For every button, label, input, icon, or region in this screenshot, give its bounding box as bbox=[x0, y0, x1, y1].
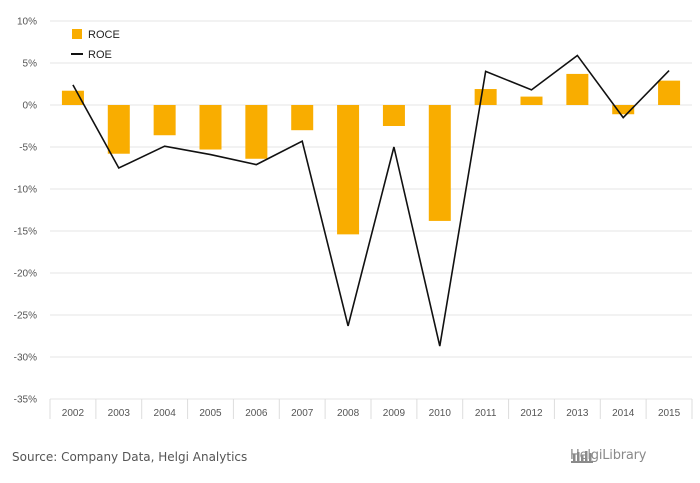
roce-bar bbox=[382, 105, 405, 126]
roce-bar bbox=[520, 96, 543, 105]
roe-line bbox=[72, 54, 670, 347]
y-tick-label: -20% bbox=[14, 269, 37, 280]
y-tick-label: -25% bbox=[14, 311, 37, 322]
x-tick-label: 2007 bbox=[291, 408, 314, 419]
x-tick-label: 2010 bbox=[429, 408, 452, 419]
source-note: Source: Company Data, Helgi Analytics bbox=[12, 450, 248, 464]
roce-bar bbox=[107, 105, 130, 154]
y-tick-label: -10% bbox=[14, 185, 37, 196]
x-tick-label: 2012 bbox=[520, 408, 543, 419]
roce-bar bbox=[658, 80, 681, 105]
library-icon bbox=[571, 451, 593, 463]
x-tick-label: 2015 bbox=[658, 408, 681, 419]
x-tick-label: 2008 bbox=[337, 408, 360, 419]
legend-roce-swatch bbox=[72, 29, 82, 39]
roce-bar bbox=[428, 105, 451, 221]
x-tick-label: 2009 bbox=[383, 408, 406, 419]
legend-roce-label: ROCE bbox=[88, 29, 120, 41]
x-tick-label: 2011 bbox=[475, 408, 497, 419]
x-tick-label: 2006 bbox=[245, 408, 268, 419]
y-tick-label: -15% bbox=[14, 227, 37, 238]
y-tick-label: 5% bbox=[23, 59, 38, 70]
roce-bar bbox=[199, 105, 222, 150]
x-tick-label: 2002 bbox=[62, 408, 85, 419]
legend-roe-label: ROE bbox=[88, 49, 112, 61]
brand-logo: HelgiLibrary bbox=[570, 448, 647, 463]
roce-bar bbox=[337, 105, 360, 235]
x-tick-label: 2003 bbox=[108, 408, 131, 419]
y-tick-label: -5% bbox=[19, 143, 37, 154]
roce-bar bbox=[612, 105, 635, 115]
y-tick-label: -35% bbox=[14, 395, 37, 406]
y-tick-label: -30% bbox=[14, 353, 37, 364]
x-tick-label: 2013 bbox=[566, 408, 589, 419]
x-tick-label: 2005 bbox=[199, 408, 222, 419]
x-tick-label: 2014 bbox=[612, 408, 635, 419]
roce-bar bbox=[291, 105, 314, 131]
roce-bar bbox=[474, 89, 497, 105]
roce-bar bbox=[245, 105, 268, 159]
y-tick-label: 0% bbox=[23, 101, 38, 112]
roce-bar bbox=[153, 105, 176, 136]
roce-bar bbox=[566, 73, 589, 105]
x-tick-label: 2004 bbox=[154, 408, 177, 419]
y-tick-label: 10% bbox=[17, 17, 37, 28]
